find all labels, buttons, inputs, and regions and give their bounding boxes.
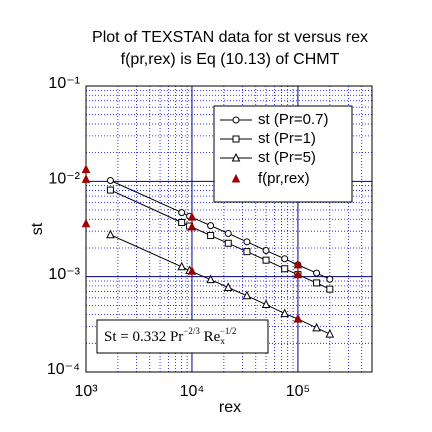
marker xyxy=(178,209,186,217)
x-axis-label: rex xyxy=(219,399,241,416)
annotation: St = 0.332 Pr−2/3 Rex−1/2 xyxy=(96,319,269,354)
chart-subtitle: f(pr,rex) is Eq (10.13) of CHMT xyxy=(121,51,340,68)
legend-label: st (Pr=0.7) xyxy=(258,111,328,128)
marker xyxy=(81,218,91,228)
y-axis-label: st xyxy=(29,222,46,235)
marker xyxy=(262,256,270,264)
marker xyxy=(106,177,114,185)
y-tick-label: 10⁻⁴ xyxy=(47,361,80,378)
legend-label: st (Pr=5) xyxy=(258,149,316,166)
marker xyxy=(313,269,321,277)
marker xyxy=(231,173,241,183)
legend-label: f(pr,rex) xyxy=(258,170,310,187)
marker xyxy=(232,116,240,124)
y-tick-label: 10⁻³ xyxy=(48,266,80,283)
marker xyxy=(207,222,215,230)
y-tick-label: 10⁻¹ xyxy=(48,75,80,92)
y-tick-label: 10⁻² xyxy=(48,171,80,188)
plot-frame xyxy=(85,85,373,373)
marker xyxy=(293,259,303,269)
marker xyxy=(242,290,252,300)
marker xyxy=(281,255,289,263)
marker xyxy=(243,248,251,256)
marker xyxy=(206,274,215,284)
legend-label: st (Pr=1) xyxy=(258,130,316,147)
marker xyxy=(187,221,197,231)
marker xyxy=(232,135,240,143)
marker xyxy=(223,282,233,291)
marker xyxy=(106,186,114,194)
legend: st (Pr=0.7) st (Pr=1) st (Pr=5) f(pr,rex) xyxy=(213,105,353,203)
x-tick-label: 10³ xyxy=(74,383,98,400)
marker xyxy=(325,328,335,338)
marker xyxy=(224,239,232,247)
marker xyxy=(81,174,91,183)
marker xyxy=(224,229,232,237)
marker xyxy=(187,266,197,275)
chart-title: Plot of TEXSTAN data for st versus rex xyxy=(92,29,368,46)
marker xyxy=(293,313,303,323)
plot-area: 10³ 10⁴ 10⁵ 10⁻⁴ 10⁻³ 10⁻² 10⁻¹ xyxy=(47,75,373,400)
annotation-sup: −1/2 xyxy=(220,326,237,336)
marker xyxy=(326,285,334,293)
annotation-sup: −2/3 xyxy=(183,326,200,336)
marker xyxy=(281,265,289,273)
marker xyxy=(293,269,303,279)
x-tick-label: 10⁵ xyxy=(286,383,310,400)
marker xyxy=(313,279,321,287)
marker xyxy=(280,308,290,318)
annotation-box xyxy=(96,319,269,354)
marker xyxy=(106,229,115,239)
marker xyxy=(326,275,334,283)
annotation-text: St = 0.332 Pr−2/3 Rex−1/2 xyxy=(104,326,236,346)
x-tick-label: 10⁴ xyxy=(180,383,205,400)
marker xyxy=(243,238,251,246)
marker xyxy=(187,212,197,221)
marker xyxy=(81,164,91,174)
marker xyxy=(312,322,321,332)
marker xyxy=(262,247,270,255)
annotation-part: St = 0.332 Pr xyxy=(104,329,183,345)
marker xyxy=(207,232,215,240)
marker xyxy=(261,299,271,309)
marker xyxy=(231,152,241,162)
marker xyxy=(177,261,187,271)
marker xyxy=(178,218,186,226)
annotation-part: Re xyxy=(200,329,221,345)
annotation-sub: x xyxy=(220,336,225,346)
